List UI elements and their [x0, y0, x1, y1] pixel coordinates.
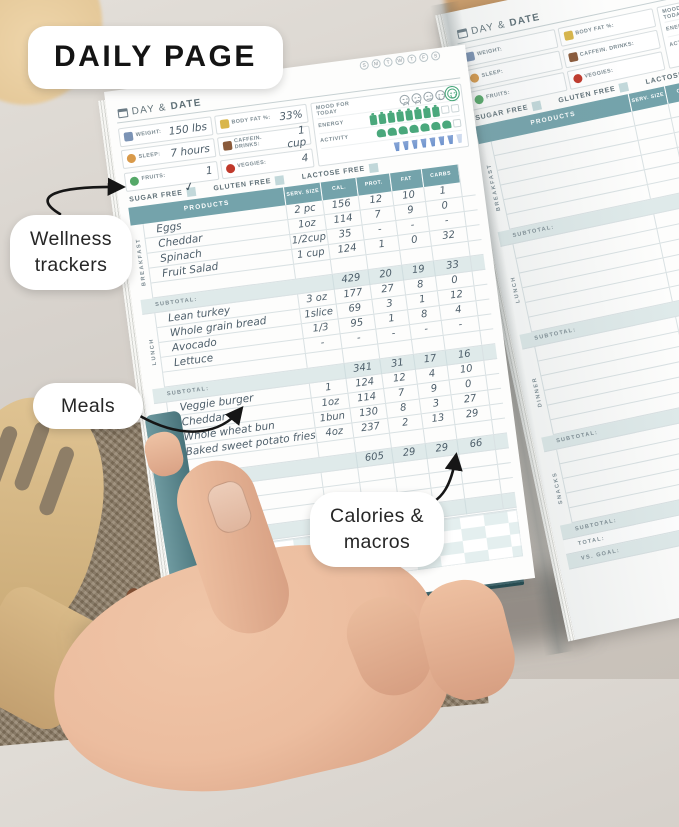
day-date-label-bold: DATE: [508, 11, 542, 30]
weight-scale-icon: [123, 131, 134, 142]
veggies-value: 4: [300, 152, 310, 165]
page-title: DAILY PAGE: [28, 26, 283, 89]
lactose-free-checkbox: [368, 162, 379, 174]
day-date-label-bold: DATE: [169, 97, 203, 113]
body-fat-value: 33%: [278, 107, 304, 123]
happy-face-icon: [434, 89, 446, 101]
day-date-label: DAY &: [470, 19, 507, 38]
body-fat-pencil-icon: [219, 119, 230, 130]
callout-meals: Meals: [33, 383, 144, 430]
section-label: LUNCH: [148, 337, 159, 366]
pepper-icon: [224, 163, 236, 174]
gluten-free-checkbox: [618, 81, 630, 93]
day-date-label: DAY &: [131, 102, 168, 118]
callout-calories-macros: Calories & macros: [310, 492, 444, 567]
spatula-slot: [37, 444, 77, 518]
weight-value: 150 lbs: [167, 120, 208, 138]
caffeine-value: 1 cup: [286, 124, 308, 151]
body-fat-pencil-icon: [562, 30, 574, 42]
sleep-moon-icon: [126, 153, 137, 164]
happy-face-selected-icon: [446, 87, 458, 100]
coffee-cup-icon: [567, 51, 579, 63]
apple-icon: [129, 175, 140, 187]
coffee-cup-icon: [222, 141, 233, 152]
sugar-free-checkbox: [531, 100, 542, 112]
sad-face-icon: [398, 94, 411, 106]
product-photo-canvas: { "title": "DAILY PAGE", "callouts": { "…: [0, 0, 679, 679]
sad-face-icon: [410, 92, 423, 104]
sleep-value: 7 hours: [169, 142, 211, 160]
pepper-icon: [572, 73, 583, 85]
calendar-icon: [117, 108, 129, 119]
callout-wellness-trackers: Wellness trackers: [10, 215, 132, 290]
neutral-face-icon: [422, 91, 434, 103]
sugar-free-checkbox: ✓: [182, 178, 197, 198]
gluten-free-checkbox: [274, 175, 285, 186]
spatula-slot: [12, 419, 52, 493]
